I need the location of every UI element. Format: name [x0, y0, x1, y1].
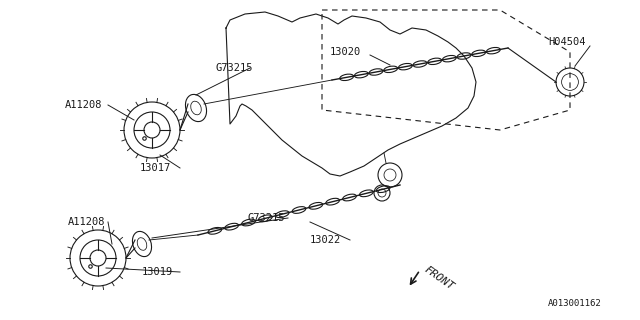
- Text: 13020: 13020: [330, 47, 361, 57]
- Text: 13017: 13017: [140, 163, 172, 173]
- Text: A013001162: A013001162: [548, 299, 602, 308]
- Text: 13022: 13022: [310, 235, 341, 245]
- Text: H04504: H04504: [548, 37, 586, 47]
- Text: 13019: 13019: [142, 267, 173, 277]
- Text: FRONT: FRONT: [422, 264, 456, 292]
- Text: G73215: G73215: [248, 213, 285, 223]
- Text: G73215: G73215: [215, 63, 253, 73]
- Text: A11208: A11208: [68, 217, 106, 227]
- Text: A11208: A11208: [65, 100, 102, 110]
